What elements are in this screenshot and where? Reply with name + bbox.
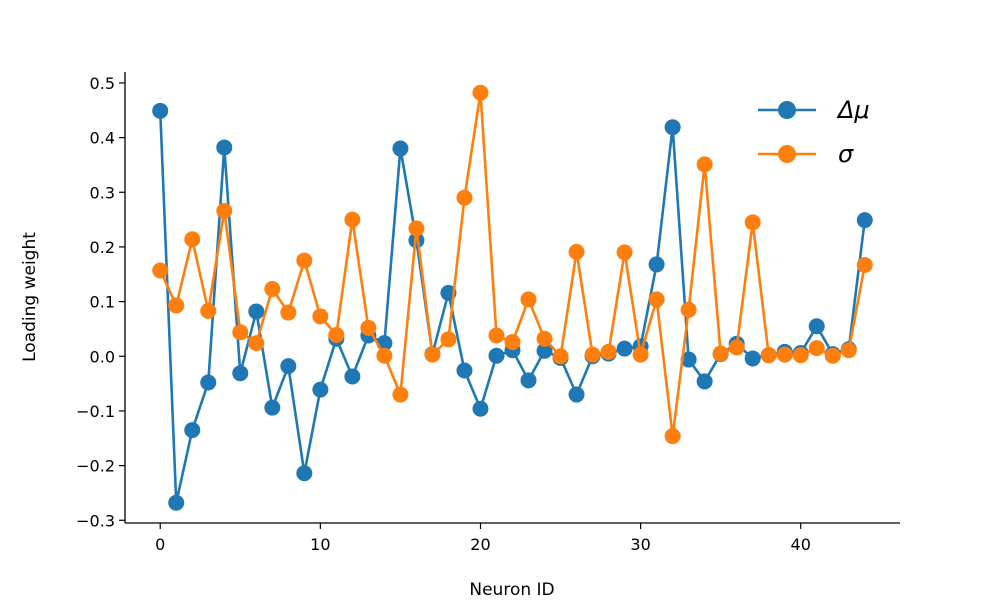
- data-point: [216, 202, 233, 219]
- data-point: [616, 340, 633, 357]
- data-point: [184, 422, 201, 439]
- y-tick-label: 0.4: [90, 129, 115, 148]
- data-point: [696, 373, 713, 390]
- data-point: [200, 302, 217, 319]
- data-point: [792, 347, 809, 364]
- data-point: [696, 156, 713, 173]
- data-point: [712, 345, 729, 362]
- y-tick-label: 0.0: [90, 347, 115, 366]
- data-point: [600, 343, 617, 360]
- data-point: [840, 342, 857, 359]
- y-tick-label: 0.5: [90, 74, 115, 93]
- data-point: [744, 350, 761, 367]
- data-point: [760, 347, 777, 364]
- y-tick-label: −0.2: [76, 457, 115, 476]
- y-tick-label: −0.1: [76, 402, 115, 421]
- data-point: [248, 335, 265, 352]
- data-point: [184, 231, 201, 248]
- data-point: [280, 304, 297, 321]
- data-point: [168, 494, 185, 511]
- y-tick-label: 0.2: [90, 238, 115, 257]
- data-point: [472, 84, 489, 101]
- data-point: [824, 347, 841, 364]
- data-point: [856, 212, 873, 229]
- data-point: [248, 303, 265, 320]
- data-point: [552, 348, 569, 365]
- data-point: [200, 374, 217, 391]
- data-point: [408, 220, 425, 237]
- series-line: [159, 91, 867, 438]
- data-point: [264, 281, 281, 298]
- x-tick-label: 30: [630, 535, 650, 554]
- y-tick-label: 0.1: [90, 293, 115, 312]
- data-point: [680, 301, 697, 318]
- data-point: [568, 243, 585, 260]
- data-point: [488, 327, 505, 344]
- data-point: [392, 140, 409, 157]
- data-point: [344, 368, 361, 385]
- data-point: [216, 139, 233, 156]
- data-point: [376, 347, 393, 364]
- data-point: [520, 291, 537, 308]
- x-tick-label: 20: [470, 535, 490, 554]
- series-0: [152, 102, 873, 511]
- data-point: [808, 340, 825, 357]
- x-axis-label: Neuron ID: [469, 580, 554, 600]
- data-point: [504, 334, 521, 351]
- data-point: [280, 358, 297, 375]
- data-point: [648, 256, 665, 273]
- data-point: [488, 347, 505, 364]
- data-point: [728, 339, 745, 356]
- data-point: [616, 244, 633, 261]
- data-point: [568, 386, 585, 403]
- data-point: [296, 252, 313, 269]
- data-point: [312, 381, 329, 398]
- data-point: [664, 428, 681, 445]
- data-point: [264, 399, 281, 416]
- data-point: [456, 362, 473, 379]
- data-point: [392, 386, 409, 403]
- data-point: [296, 465, 313, 482]
- data-point: [648, 291, 665, 308]
- legend-marker: [778, 101, 796, 119]
- data-point: [328, 326, 345, 343]
- legend: Δμ σ: [758, 96, 870, 168]
- data-point: [472, 400, 489, 417]
- data-point: [536, 342, 553, 359]
- data-point: [360, 319, 377, 336]
- data-point: [680, 351, 697, 368]
- data-point: [536, 330, 553, 347]
- data-point: [744, 214, 761, 231]
- data-point: [168, 297, 185, 314]
- data-point: [232, 324, 249, 341]
- y-axis-label: Loading weight: [20, 232, 40, 362]
- legend-marker: [778, 145, 796, 163]
- data-point: [776, 346, 793, 363]
- data-point: [856, 256, 873, 273]
- axes: −0.3 −0.2 −0.1 0.0 0.1 0.2 0.3 0.4 0.5 0 10 20 30 40: [76, 72, 900, 554]
- x-tick-label: 10: [310, 535, 330, 554]
- series-layer: [152, 84, 873, 511]
- series-1: [152, 84, 873, 445]
- data-point: [152, 262, 169, 279]
- data-point: [440, 331, 457, 348]
- data-point: [312, 308, 329, 325]
- data-point: [520, 372, 537, 389]
- data-point: [456, 189, 473, 206]
- data-point: [664, 119, 681, 136]
- legend-label: σ: [838, 140, 854, 168]
- y-tick-label: 0.3: [90, 183, 115, 202]
- data-point: [424, 346, 441, 363]
- data-point: [344, 211, 361, 228]
- data-point: [632, 346, 649, 363]
- data-point: [232, 365, 249, 382]
- x-tick-label: 40: [791, 535, 811, 554]
- data-point: [152, 102, 169, 119]
- y-tick-label: −0.3: [76, 511, 115, 530]
- legend-label: Δμ: [836, 96, 870, 124]
- data-point: [808, 318, 825, 335]
- data-point: [584, 346, 601, 363]
- x-tick-label: 0: [155, 535, 165, 554]
